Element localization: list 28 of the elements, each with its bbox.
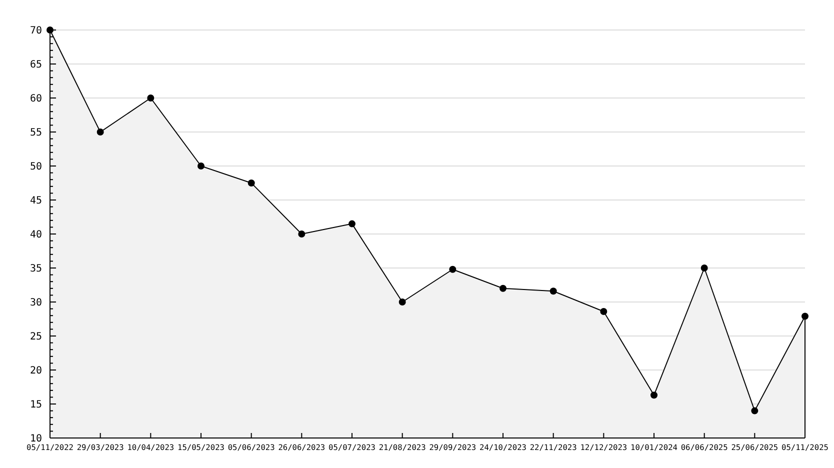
- y-tick-label: 40: [30, 230, 42, 240]
- point: [700, 264, 708, 272]
- y-tick-label: 25: [30, 332, 42, 342]
- y-tick-label: 45: [30, 196, 42, 206]
- point: [198, 162, 204, 170]
- y-tick-label: 65: [30, 60, 42, 70]
- y-tick-label: 20: [30, 366, 42, 376]
- point: [650, 392, 658, 399]
- point: [751, 407, 758, 414]
- point: [147, 94, 154, 102]
- point: [298, 230, 306, 238]
- point: [449, 266, 456, 273]
- point: [600, 308, 608, 316]
- y-tick-label: 60: [30, 94, 42, 104]
- y-tick-label: 70: [30, 26, 42, 36]
- y-tick-label: 30: [30, 298, 42, 308]
- y-tick-label: 10: [30, 434, 42, 444]
- point: [96, 128, 104, 136]
- y-tick-label: 50: [30, 162, 42, 172]
- point: [248, 180, 255, 186]
- y-tick-label: 55: [30, 128, 42, 138]
- y-tick-label: 35: [30, 264, 42, 274]
- point: [802, 312, 808, 320]
- point: [550, 288, 557, 295]
- y-tick-label: 15: [30, 400, 42, 410]
- point: [348, 220, 356, 228]
- point: [398, 298, 406, 306]
- point: [500, 284, 506, 292]
